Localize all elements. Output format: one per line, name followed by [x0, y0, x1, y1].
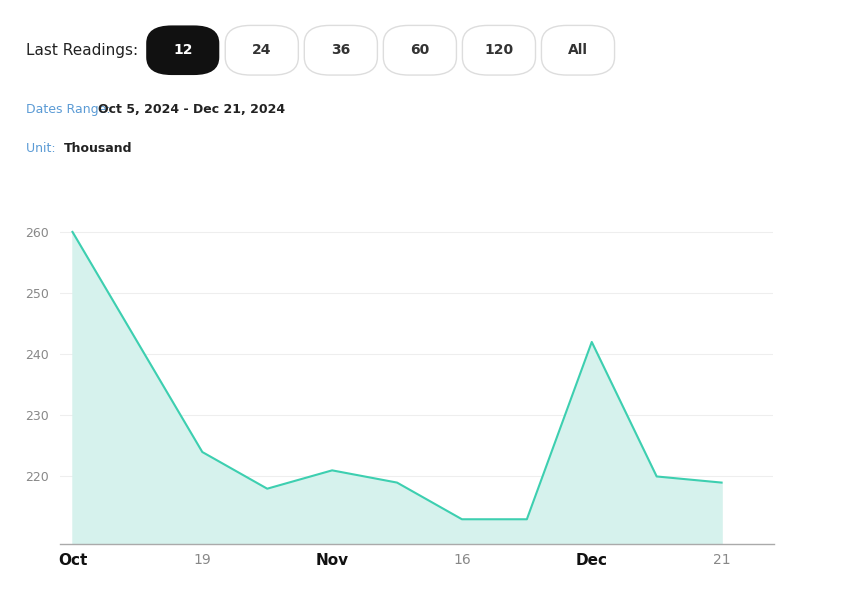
Text: Unit:: Unit: — [26, 142, 60, 155]
Text: All: All — [568, 43, 588, 57]
Text: 24: 24 — [252, 43, 271, 57]
Text: Oct 5, 2024 - Dec 21, 2024: Oct 5, 2024 - Dec 21, 2024 — [98, 103, 285, 116]
Text: 260: 260 — [0, 590, 1, 591]
Text: Dates Range:: Dates Range: — [26, 103, 114, 116]
Text: Thousand: Thousand — [64, 142, 133, 155]
Text: Last Readings:: Last Readings: — [26, 43, 138, 58]
Text: 213: 213 — [0, 590, 1, 591]
Text: 36: 36 — [332, 43, 350, 57]
Text: 60: 60 — [411, 43, 429, 57]
Text: 12: 12 — [173, 43, 192, 57]
Text: 120: 120 — [484, 43, 513, 57]
